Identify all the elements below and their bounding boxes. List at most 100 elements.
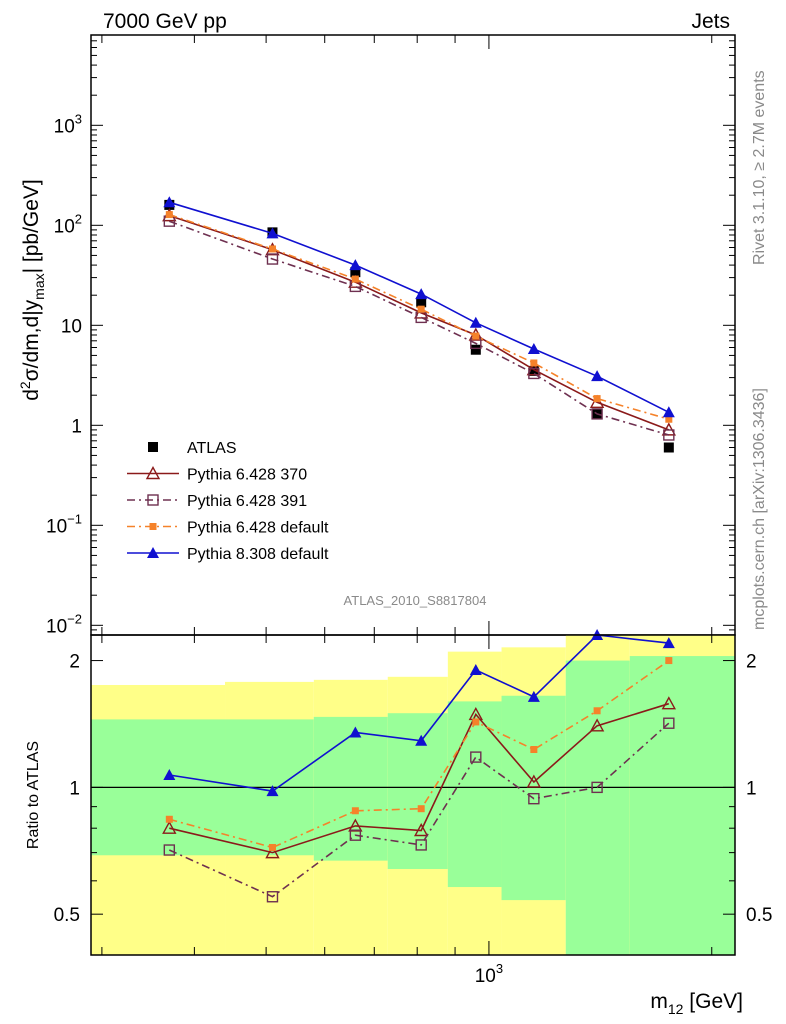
main-data-point xyxy=(266,227,279,239)
legend-label: Pythia 6.428 370 xyxy=(187,467,307,484)
ratio-data-point xyxy=(163,768,176,780)
legend: ATLAS Pythia 6.428 370 Pythia 6.428 391 Pyt… xyxy=(127,440,329,563)
legend-entry-3: Pythia 6.428 default xyxy=(127,520,329,537)
legend-label: Pythia 6.428 391 xyxy=(187,493,307,510)
ratio-series-line xyxy=(169,659,670,849)
header-energy-label: 7000 GeV pp xyxy=(103,10,227,33)
ratio-data-point xyxy=(530,746,538,754)
main-data-point xyxy=(417,305,425,313)
ratio-series-2 xyxy=(165,657,673,851)
ratio-data-point xyxy=(162,820,177,834)
inner-band-bin xyxy=(447,701,502,888)
ratio-data-point xyxy=(661,696,677,710)
main-y-axis-title: d2σ/dm,d|ymax| [pb/GeV] xyxy=(17,179,47,401)
ratio-data-point xyxy=(268,843,276,851)
main-data-point xyxy=(268,245,276,253)
ratio-data-point xyxy=(591,781,603,794)
ratio-y-axis: 2 2 1 1 0.5 0.5 xyxy=(54,652,772,956)
main-series-line xyxy=(169,201,670,414)
ratio-data-point xyxy=(163,844,176,856)
legend-label: ATLAS xyxy=(187,440,237,457)
ratio-data-point xyxy=(665,657,673,665)
main-y-tick-label: 10−2 xyxy=(46,611,82,637)
main-data-point xyxy=(528,367,540,380)
ratio-data-point xyxy=(266,785,279,797)
ratio-data-point xyxy=(415,839,427,851)
main-y-tick-label: 10 xyxy=(61,316,82,337)
main-data-point xyxy=(351,275,359,283)
mcplots-reference-label: mcplots.cern.ch [arXiv:1306.3436] xyxy=(751,388,768,630)
main-data-point xyxy=(591,370,604,382)
ratio-y-tick-label-left: 0.5 xyxy=(54,905,80,926)
main-data-point xyxy=(349,259,362,271)
inner-band-bin xyxy=(387,713,448,870)
ratio-data-point xyxy=(414,823,429,837)
ratio-data-point xyxy=(593,707,601,715)
ratio-data-point xyxy=(415,734,428,746)
analysis-id-label: ATLAS_2010_S8817804 xyxy=(344,593,487,608)
main-data-point xyxy=(416,297,427,308)
ratio-series-3 xyxy=(163,629,675,797)
main-data-point xyxy=(527,342,540,354)
main-data-point xyxy=(163,196,176,208)
ratio-data-point xyxy=(349,829,362,841)
main-y-tick-label: 102 xyxy=(54,211,82,237)
main-data-point xyxy=(663,429,675,441)
ratio-data-point xyxy=(662,637,675,649)
main-plot-marks xyxy=(162,196,677,453)
main-data-point xyxy=(165,211,173,219)
ratio-data-point xyxy=(351,807,359,815)
ratio-data-point xyxy=(663,717,675,729)
main-series-line xyxy=(169,220,670,436)
header-process-label: Jets xyxy=(691,10,730,33)
ratio-data-point xyxy=(527,690,540,702)
main-data-point xyxy=(591,408,603,420)
main-data-point xyxy=(266,253,279,265)
ratio-data-point xyxy=(266,891,279,903)
ratio-plot-marks xyxy=(162,629,677,903)
ratio-data-point xyxy=(349,726,362,738)
inner-band-bin xyxy=(565,660,630,955)
main-data-point xyxy=(350,267,361,278)
main-data-point xyxy=(530,359,538,367)
x-axis-title: m12 [GeV] xyxy=(650,990,743,1017)
main-series-line xyxy=(169,214,670,431)
legend-marker xyxy=(149,523,157,530)
main-series-3 xyxy=(165,211,673,423)
main-data-point xyxy=(665,415,673,423)
ratio-data-point xyxy=(526,774,542,788)
legend-label: Pythia 6.428 default xyxy=(187,520,329,537)
ratio-y-axis-title: Ratio to ATLAS xyxy=(25,741,42,849)
legend-entry-2: Pythia 6.428 391 xyxy=(127,493,307,510)
inner-band-bin xyxy=(629,656,735,955)
ratio-series-line xyxy=(168,722,670,898)
ratio-data-point xyxy=(528,792,540,805)
x-axis: 103 xyxy=(101,35,713,987)
legend-label: Pythia 8.308 default xyxy=(187,546,329,563)
ratio-series-line xyxy=(169,634,669,792)
legend-entry-1: Pythia 6.428 370 xyxy=(127,466,307,484)
ratio-uncertainty-bands xyxy=(91,635,735,955)
main-series-2 xyxy=(163,215,675,441)
main-data-point xyxy=(663,442,674,453)
main-data-point xyxy=(593,395,601,403)
legend-marker xyxy=(148,442,158,452)
main-data-point xyxy=(662,406,675,418)
ratio-series-0 xyxy=(162,696,677,859)
ratio-plot-frame xyxy=(90,634,736,956)
legend-marker xyxy=(147,547,159,558)
ratio-y-tick-label-right: 1 xyxy=(746,778,757,799)
rivet-version-label: Rivet 3.1.10, ≥ 2.7M events xyxy=(751,70,768,265)
main-data-point xyxy=(472,332,480,340)
main-data-point xyxy=(470,344,481,355)
ratio-data-point xyxy=(417,805,425,813)
ratio-data-point xyxy=(348,818,363,832)
ratio-data-point xyxy=(589,718,605,732)
ratio-y-tick-label-right: 2 xyxy=(746,652,757,673)
main-series-4 xyxy=(163,196,675,418)
ratio-data-point xyxy=(265,845,280,859)
ratio-y-tick-label-right: 0.5 xyxy=(746,905,772,926)
ratio-data-point xyxy=(472,718,480,726)
legend-entry-4: Pythia 8.308 default xyxy=(127,546,329,563)
